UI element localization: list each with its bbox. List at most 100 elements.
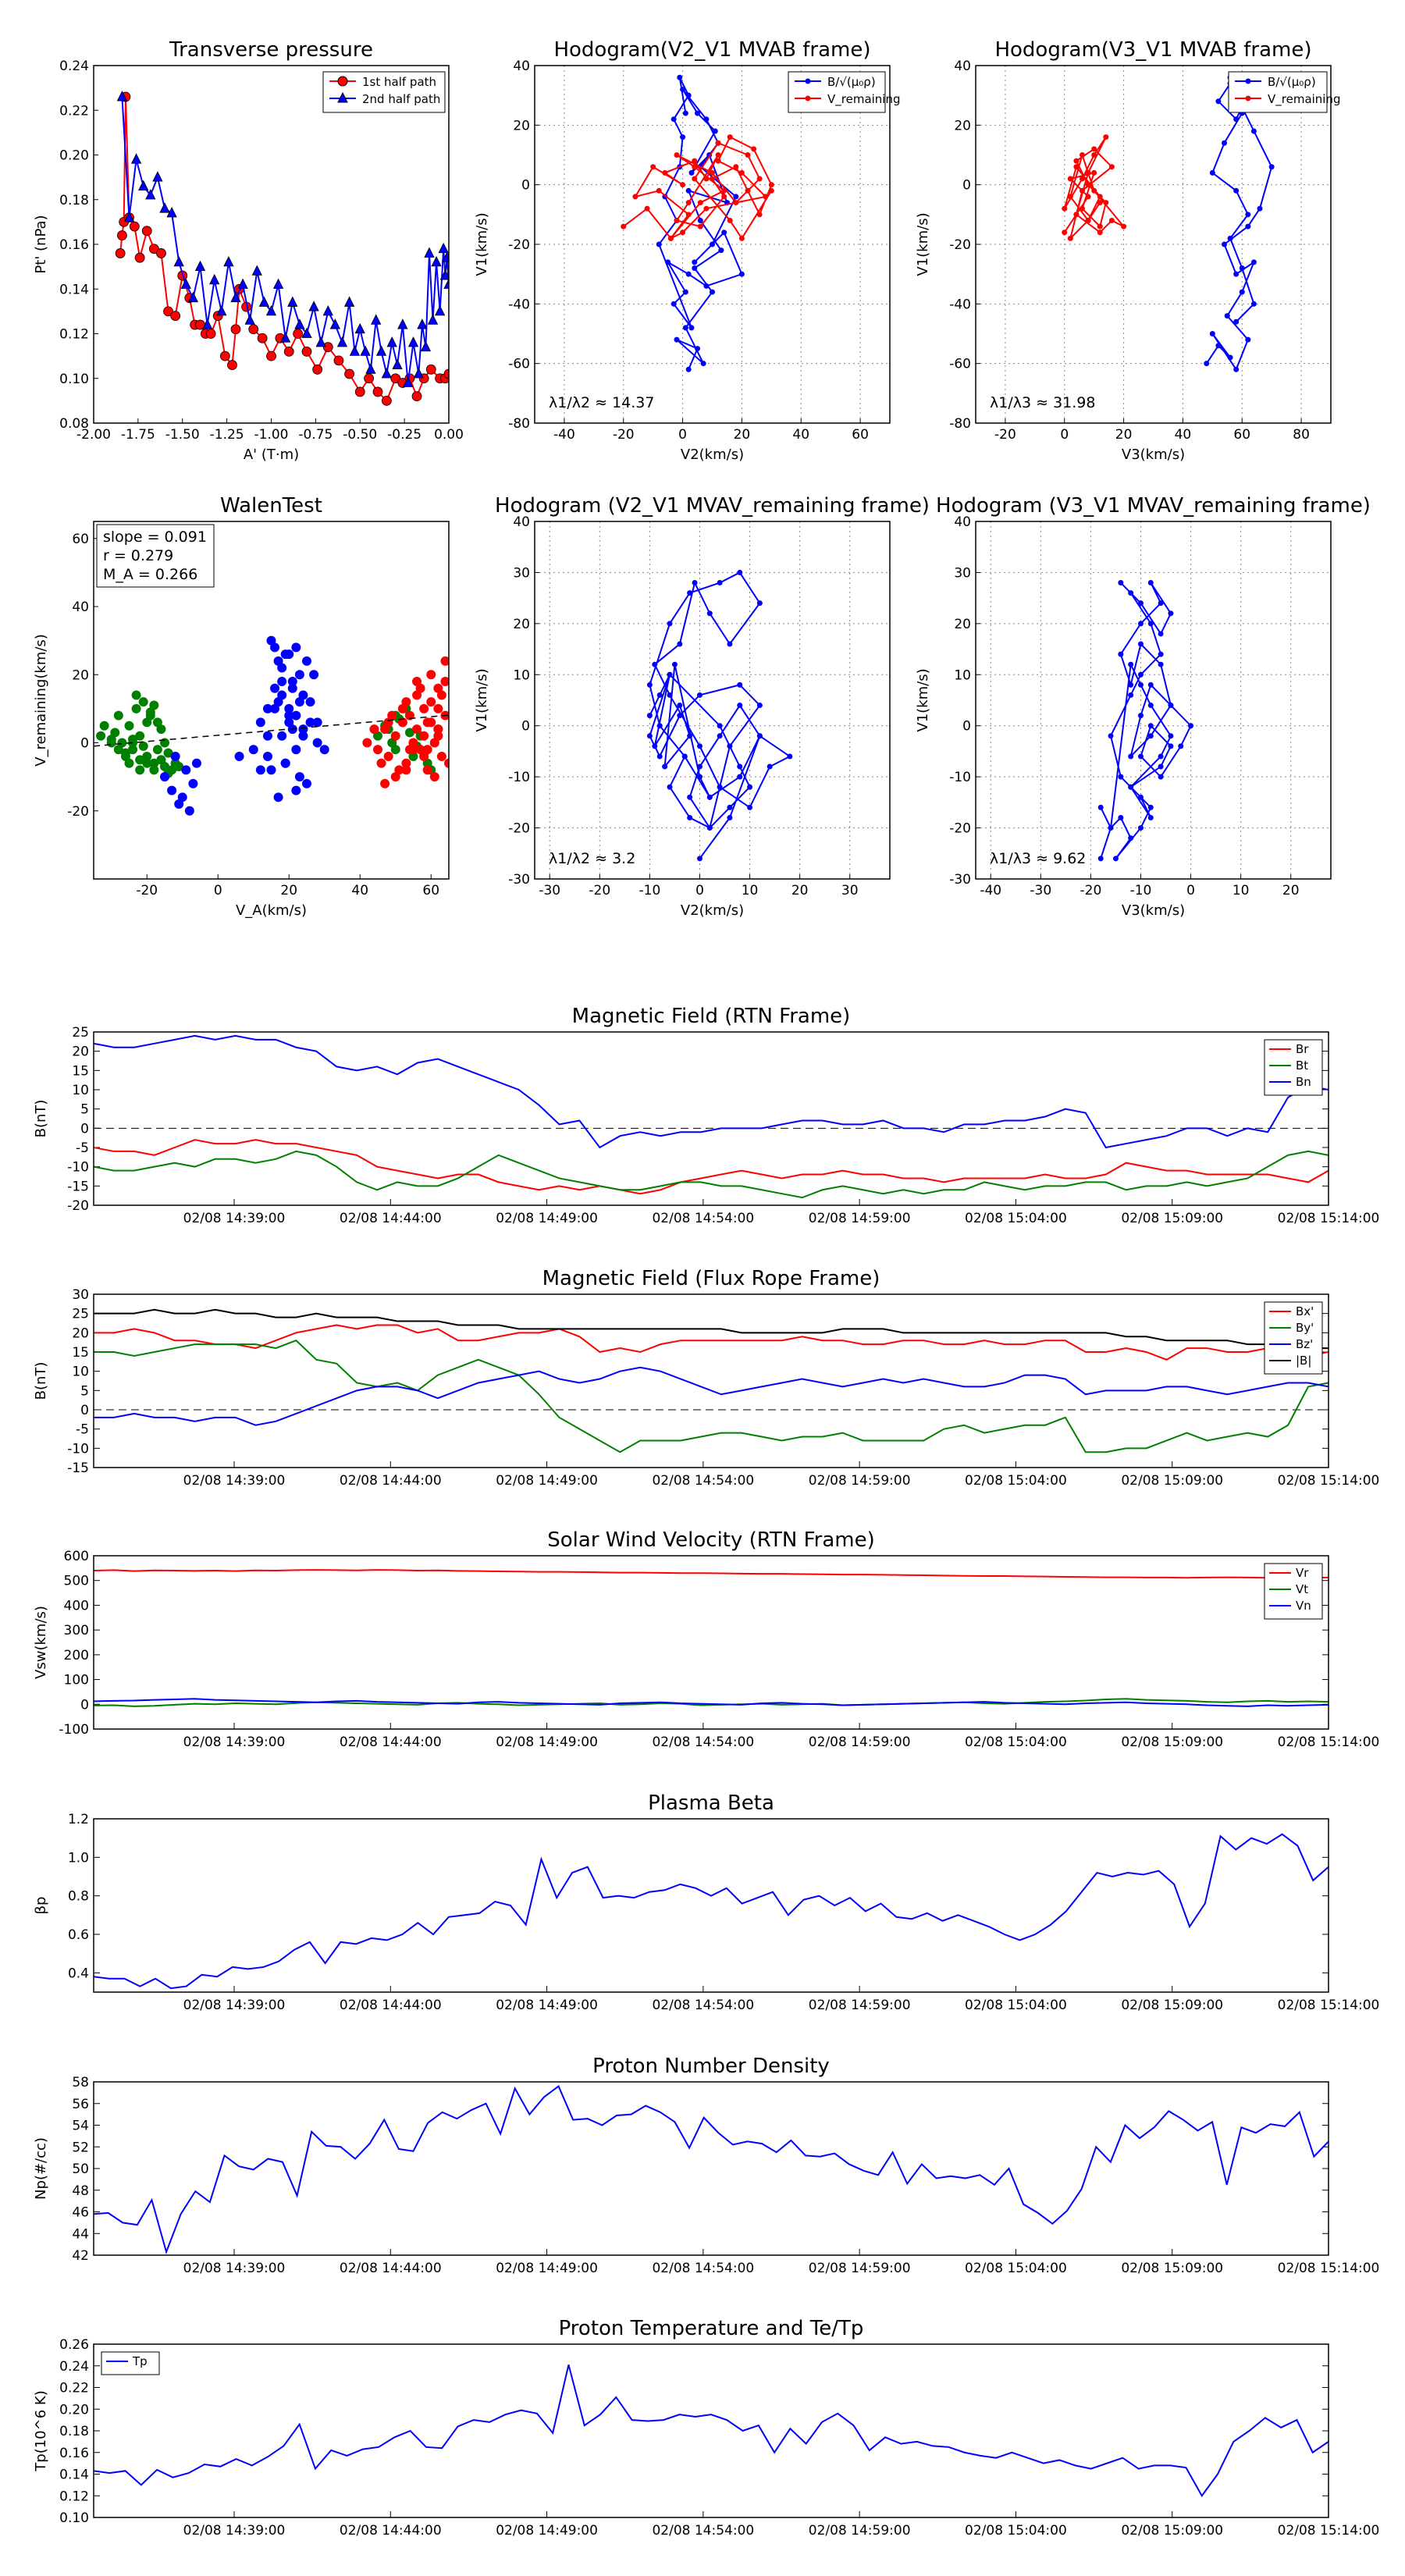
pt-data-point: [219, 350, 230, 361]
beta-plot-area: [94, 1833, 1329, 1990]
h2-data-point: [1073, 164, 1080, 170]
walen-xtick-label: 40: [351, 883, 368, 898]
pt-ytick-label: 0.20: [59, 148, 89, 164]
mag_rtn-ytick-label: -20: [67, 1198, 89, 1214]
h1-data-point: [700, 361, 706, 367]
h1-data-point: [756, 176, 763, 182]
h3-ytick-label: -20: [508, 821, 530, 837]
h1-data-point: [674, 152, 680, 158]
h3-data-point: [747, 784, 753, 790]
pt-legend-label: 1st half path: [362, 75, 436, 89]
h4-data-point: [1128, 661, 1134, 667]
walen-data-point: [284, 703, 294, 713]
vel-legend-label: Vr: [1296, 1566, 1309, 1580]
np-ytick-label: 48: [72, 2183, 89, 2199]
mag_fr-axes-frame: [93, 1293, 1329, 1468]
mag_rtn-ytick-label: 5: [80, 1102, 89, 1118]
h4-data-point: [1137, 600, 1144, 607]
h2-data-point: [1204, 361, 1210, 367]
h1-data-point: [721, 194, 727, 200]
h3-data-point: [667, 621, 673, 627]
h2-data-point: [1091, 169, 1097, 176]
h2-data-point: [1121, 223, 1127, 229]
h3-data-point: [767, 763, 773, 770]
vel-ytick-label: 0: [80, 1697, 89, 1713]
h2-data-point: [1215, 98, 1222, 105]
walen-data-point: [422, 745, 432, 755]
h2-data-point: [1103, 200, 1109, 206]
np-ytick-label: 54: [72, 2119, 89, 2134]
walen-data-point: [96, 731, 106, 741]
h4-ytick-label: 40: [954, 514, 971, 530]
walen-data-point: [277, 731, 287, 741]
h1-data-point: [695, 346, 701, 352]
h3-xtick-label: -20: [589, 883, 610, 898]
walen-data-point: [255, 765, 265, 775]
walen-data-point: [163, 748, 173, 758]
pt-legend-marker: [337, 91, 348, 103]
mag_rtn-ytick-label: 20: [72, 1044, 89, 1060]
h1-data-point: [692, 265, 698, 272]
h4-data-point: [1112, 856, 1119, 862]
np-ylabel: Np(#/cc): [33, 2137, 49, 2200]
mag_fr-ytick-label: 15: [72, 1345, 89, 1361]
h1-ytick-label: 20: [513, 118, 530, 133]
vel-xtick-label: 02/08 14:44:00: [340, 1735, 442, 1750]
pt-data-point: [390, 373, 401, 384]
h1-data-point: [756, 212, 763, 218]
h2-xtick-label: 20: [1115, 427, 1133, 443]
h3-data-point: [696, 743, 702, 749]
walen-data-point: [273, 792, 283, 802]
mag_fr-xtick-label: 02/08 14:44:00: [340, 1473, 442, 1489]
pt-data-point: [386, 336, 397, 347]
walen-data-point: [234, 751, 244, 761]
walen-ytick-label: -20: [67, 804, 89, 820]
pt-data-point: [407, 336, 419, 347]
walen-data-point: [262, 751, 272, 761]
h3-xtick-label: 0: [695, 883, 704, 898]
pt-data-point: [392, 358, 403, 369]
h4-panel: Hodogram (V3_V1 MVAV_remaining frame) -40…: [915, 494, 1371, 919]
mag_fr-xtick-label: 02/08 14:49:00: [496, 1473, 598, 1489]
h1-data-point: [670, 116, 677, 123]
h1-xtick-label: 0: [678, 427, 687, 443]
mag_rtn-xtick-label: 02/08 14:59:00: [809, 1211, 911, 1226]
np-ytick-label: 58: [72, 2075, 89, 2090]
h1-data-point: [685, 366, 692, 372]
pt-data-point: [123, 211, 135, 222]
walen-data-point: [270, 683, 280, 693]
pt-data-point: [333, 355, 344, 366]
mag_fr-title: Magnetic Field (Flux Rope Frame): [542, 1267, 880, 1290]
pt-legend-label: 2nd half path: [362, 92, 440, 106]
walen-data-point: [408, 745, 418, 755]
pt-ytick-label: 0.14: [59, 282, 89, 297]
h3-axes-frame: [534, 521, 891, 880]
h3-data-point: [696, 692, 702, 698]
walen-data-point: [280, 758, 290, 768]
tp-ytick-label: 0.26: [59, 2337, 89, 2353]
pt-ytick-label: 0.08: [59, 416, 89, 432]
walen-data-point: [255, 717, 265, 728]
walen-data-point: [433, 731, 443, 741]
np-xtick-label: 02/08 14:59:00: [809, 2261, 911, 2276]
h4-data-point: [1118, 580, 1124, 586]
h1-xtick-label: -20: [613, 427, 635, 443]
pt-data-point: [349, 345, 361, 356]
h1-data-point: [733, 200, 739, 206]
walen-data-point: [124, 720, 134, 731]
h3-data-point: [656, 753, 663, 760]
h1-data-point: [697, 223, 703, 229]
walen-data-point: [291, 710, 301, 720]
h1-xtick-label: -40: [553, 427, 575, 443]
h4-title: Hodogram (V3_V1 MVAV_remaining frame): [936, 494, 1371, 518]
h4-data-point: [1158, 661, 1164, 667]
walen-data-point: [412, 724, 422, 735]
mag_fr-series-bx: [94, 1324, 1329, 1361]
tp-panel: Proton Temperature and Te/Tp 0.10 0.12 0.14…: [33, 2317, 1379, 2539]
pt-data-point: [251, 265, 262, 276]
h2-data-point: [1233, 271, 1240, 277]
h1-data-point: [721, 187, 727, 194]
h2-data-point: [1097, 229, 1103, 236]
pt-data-point: [381, 395, 392, 406]
vel-axes-frame: [93, 1555, 1329, 1730]
